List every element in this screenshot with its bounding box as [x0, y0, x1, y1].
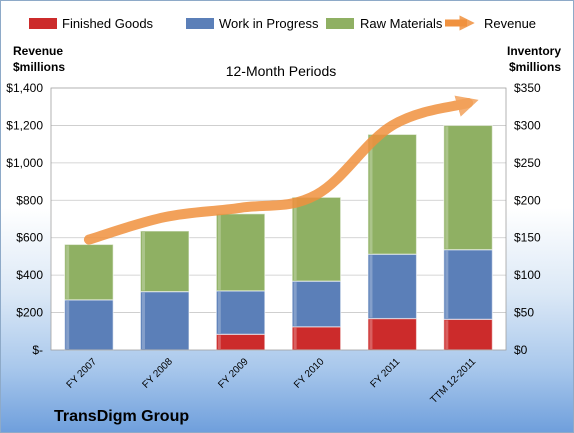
bar-raw-materials [139, 230, 190, 293]
bar-highlight [369, 255, 373, 318]
legend-label-revenue: Revenue [484, 16, 536, 31]
category-label: FY 2010 [292, 356, 327, 391]
category-label: FY 2008 [140, 356, 175, 391]
left-axis-title-line1: Revenue [13, 44, 63, 58]
bar-highlight [445, 126, 449, 249]
bar-work-in-progress [215, 290, 266, 335]
legend-label-finished-goods: Finished Goods [62, 16, 154, 31]
bar-highlight [66, 300, 70, 349]
legend-item-finished-goods: Finished Goods [29, 16, 154, 31]
bar-work-in-progress [291, 280, 342, 328]
bar-raw-materials [64, 243, 114, 301]
bar-work-in-progress [139, 291, 190, 351]
left-axis-title-line2: $millions [13, 60, 65, 74]
right-tick-label: $50 [514, 306, 534, 320]
bar-raw-materials [215, 213, 266, 292]
bar-highlight [369, 319, 373, 349]
bar-highlight [445, 250, 449, 319]
bar-highlight [141, 292, 145, 349]
plot-border [50, 87, 507, 351]
left-tick-label: $800 [16, 193, 43, 207]
bar-finished-goods [443, 318, 493, 351]
right-tick-label: $0 [514, 343, 528, 357]
bar-finished-goods [291, 326, 342, 351]
bar-highlight [217, 291, 221, 334]
bar-work-in-progress [443, 249, 493, 320]
right-tick-label: $200 [514, 193, 541, 207]
legend: Finished Goods Work in Progress Raw Mate… [29, 15, 536, 31]
bar-highlight [217, 335, 221, 349]
gridlines [51, 125, 506, 313]
category-label: FY 2007 [65, 356, 100, 391]
bar-highlight [293, 198, 297, 281]
bar-highlight [293, 282, 297, 326]
bar-finished-goods [367, 317, 418, 351]
left-tick-label: $- [32, 343, 43, 357]
right-axis-title-line2: $millions [509, 60, 561, 74]
bar-raw-materials [367, 133, 418, 255]
bar-work-in-progress [64, 299, 114, 351]
bar-highlight [66, 245, 70, 299]
legend-swatch-raw-materials [326, 18, 354, 29]
left-tick-label: $400 [16, 268, 43, 282]
category-label: FY 2011 [369, 356, 403, 390]
plot-area [51, 88, 506, 350]
legend-label-work-in-progress: Work in Progress [219, 16, 319, 31]
bar-raw-materials [291, 196, 342, 282]
category-labels: FY 2007 FY 2008 FY 2009 FY 2010 FY 2011 TTM 1… [65, 356, 479, 406]
revenue-line [83, 95, 479, 245]
legend-swatch-finished-goods [29, 18, 57, 29]
right-axis-ticks: $350 $300 $250 $200 $150 $100 $50 $0 [514, 81, 541, 357]
left-tick-label: $1,400 [6, 81, 43, 95]
left-tick-label: $600 [16, 231, 43, 245]
legend-swatch-work-in-progress [186, 18, 214, 29]
left-tick-label: $1,200 [6, 118, 43, 132]
bar-highlight [217, 214, 221, 290]
right-tick-label: $100 [514, 268, 541, 282]
category-label: FY 2009 [216, 356, 251, 391]
chart-subtitle: 12-Month Periods [226, 63, 337, 79]
legend-item-raw-materials: Raw Materials [326, 16, 443, 31]
bar-stacks [64, 124, 493, 351]
bar-highlight [445, 320, 449, 349]
left-tick-label: $1,000 [6, 156, 43, 170]
legend-label-raw-materials: Raw Materials [360, 16, 443, 31]
legend-item-work-in-progress: Work in Progress [186, 16, 319, 31]
right-axis-title-line1: Inventory [507, 44, 561, 58]
bar-raw-materials [443, 124, 493, 251]
bar-finished-goods [215, 333, 266, 351]
right-tick-label: $350 [514, 81, 541, 95]
left-tick-label: $200 [16, 306, 43, 320]
bar-highlight [141, 231, 145, 291]
legend-item-revenue: Revenue [445, 15, 536, 31]
revenue-series-line [83, 95, 479, 245]
bar-highlight [369, 135, 373, 254]
right-tick-label: $300 [514, 118, 541, 132]
bar-work-in-progress [367, 253, 418, 320]
category-label: TTM 12-2011 [428, 356, 478, 406]
right-tick-label: $150 [514, 231, 541, 245]
right-tick-label: $250 [514, 156, 541, 170]
left-axis-ticks: $1,400 $1,200 $1,000 $800 $600 $400 $200 $- [6, 81, 43, 357]
bar-highlight [293, 327, 297, 349]
company-name: TransDigm Group [54, 408, 189, 425]
